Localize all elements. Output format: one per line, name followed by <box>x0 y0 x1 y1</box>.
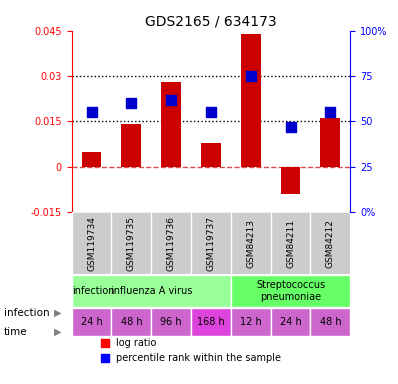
Text: ▶: ▶ <box>54 308 61 318</box>
Text: 24 h: 24 h <box>81 317 102 327</box>
Text: GSM119734: GSM119734 <box>87 216 96 270</box>
FancyBboxPatch shape <box>111 308 151 336</box>
Text: GSM119735: GSM119735 <box>127 215 136 271</box>
Text: GSM119737: GSM119737 <box>207 215 215 271</box>
Title: GDS2165 / 634173: GDS2165 / 634173 <box>145 14 277 28</box>
Text: 48 h: 48 h <box>121 317 142 327</box>
Text: 168 h: 168 h <box>197 317 225 327</box>
Point <box>88 109 95 115</box>
FancyBboxPatch shape <box>231 308 271 336</box>
FancyBboxPatch shape <box>310 308 350 336</box>
Text: 12 h: 12 h <box>240 317 261 327</box>
Text: influenza A virus: influenza A virus <box>111 286 192 296</box>
Point <box>248 73 254 79</box>
FancyBboxPatch shape <box>271 308 310 336</box>
Point <box>102 340 108 346</box>
FancyBboxPatch shape <box>72 275 231 307</box>
Bar <box>241 34 261 167</box>
Bar <box>320 118 340 167</box>
FancyBboxPatch shape <box>191 308 231 336</box>
Text: GSM84213: GSM84213 <box>246 218 255 268</box>
Text: infection: infection <box>4 308 50 318</box>
Point <box>128 100 135 106</box>
Bar <box>281 167 300 194</box>
FancyBboxPatch shape <box>231 275 350 307</box>
Text: 48 h: 48 h <box>320 317 341 327</box>
Bar <box>201 142 221 167</box>
Point <box>287 124 294 130</box>
Point <box>102 354 108 361</box>
Bar <box>121 124 141 167</box>
Text: Streptococcus
pneumoniae: Streptococcus pneumoniae <box>256 280 325 302</box>
Text: infection: infection <box>72 286 115 296</box>
Point <box>208 109 214 115</box>
Bar <box>82 152 101 167</box>
Text: GSM119736: GSM119736 <box>167 215 176 271</box>
Text: ▶: ▶ <box>54 327 61 337</box>
Text: 96 h: 96 h <box>160 317 182 327</box>
FancyBboxPatch shape <box>151 308 191 336</box>
Text: time: time <box>4 327 27 337</box>
Point <box>168 96 174 103</box>
Text: log ratio: log ratio <box>116 338 156 348</box>
Bar <box>161 82 181 167</box>
Text: GSM84212: GSM84212 <box>326 218 335 268</box>
Text: 24 h: 24 h <box>280 317 301 327</box>
Text: GSM84211: GSM84211 <box>286 218 295 268</box>
Text: percentile rank within the sample: percentile rank within the sample <box>116 353 281 362</box>
Point <box>327 109 334 115</box>
FancyBboxPatch shape <box>72 308 111 336</box>
